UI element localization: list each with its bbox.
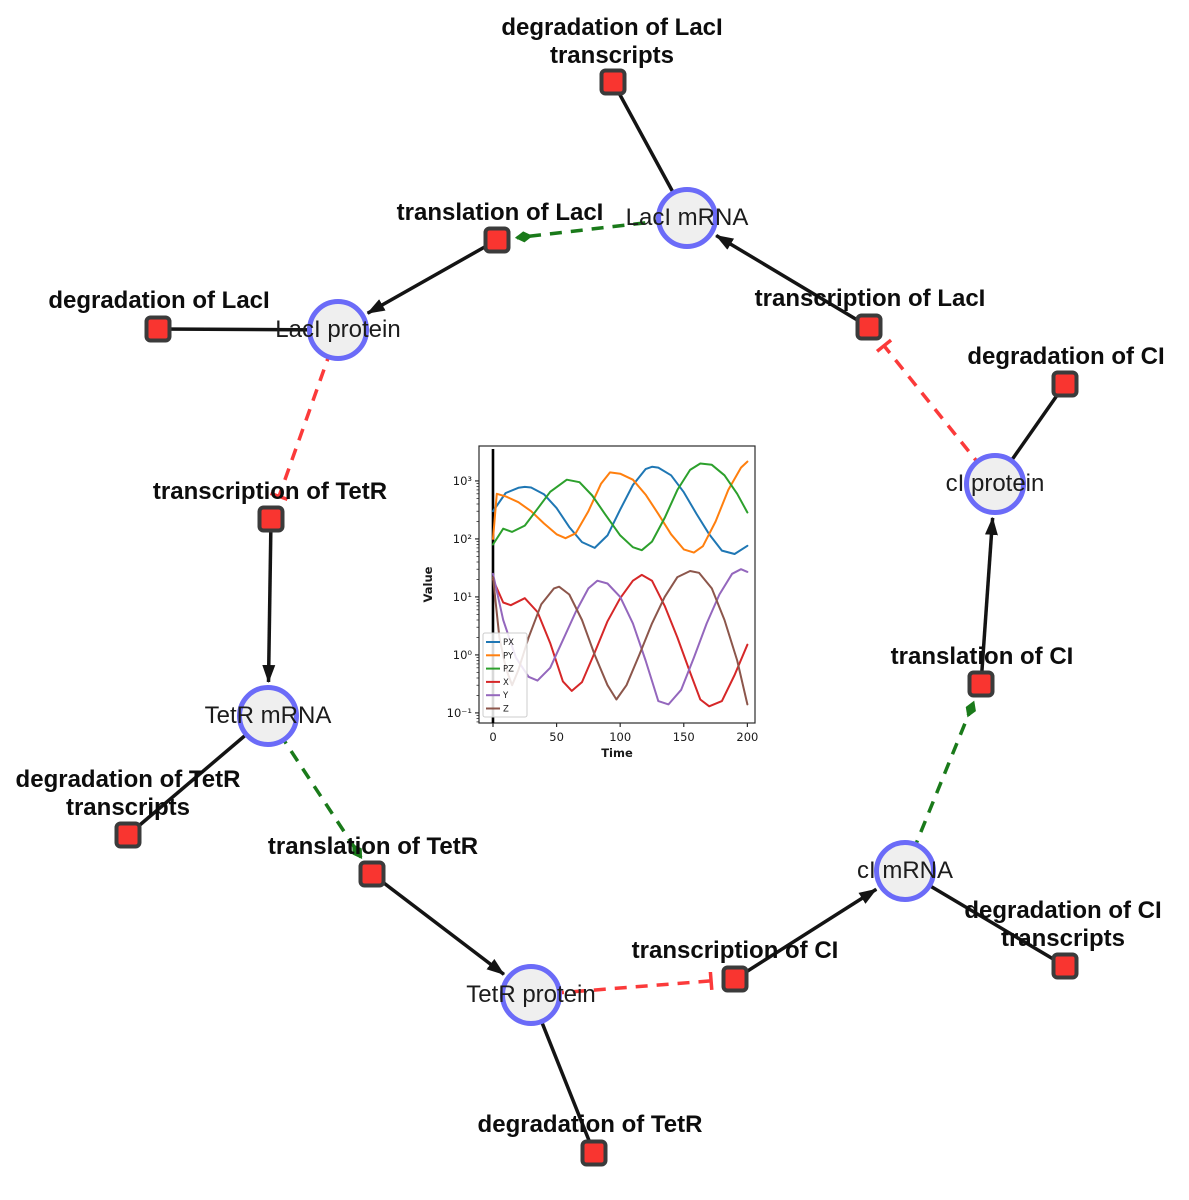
series-line-PZ [492,462,749,552]
species-node-tetr-mrna[interactable] [237,685,299,747]
species-node-ci-protein[interactable] [964,453,1026,515]
x-tick-label: 200 [736,730,758,744]
reaction-label-line: degradation of CI [967,343,1165,370]
edge-consumption-ci-mrna-to-deg-ci-tx [904,869,1066,968]
species-node-laci-mrna[interactable] [656,187,718,249]
edge-production-transc-laci-to-laci-mrna [715,233,870,329]
legend-label-PX: PX [503,638,514,648]
reaction-node-transc-tetr[interactable] [257,505,285,533]
edge-production-transc-ci-to-ci-mrna [734,887,878,981]
reaction-label-transc-laci: transcription of LacI [755,285,986,313]
reaction-node-deg-ci[interactable] [1051,370,1079,398]
y-axis-title: Value [421,566,435,602]
y-tick-label: 10⁻¹ [447,706,472,720]
y-tick-label: 10⁰ [453,648,473,662]
legend-label-PY: PY [503,651,514,661]
reaction-label-transl-tetr: translation of TetR [268,833,478,861]
reaction-label-transl-ci: translation of CI [891,643,1074,671]
edge-production-transc-tetr-to-tetr-mrna [262,518,276,684]
species-label-ci-mrna: cI mRNA [857,857,953,884]
edge-production-transl-laci-to-laci-protein [366,238,498,315]
reaction-label-deg-ci-tx: degradation of CI transcripts [964,897,1161,953]
reaction-label-line: degradation of LacI [48,287,270,314]
reaction-label-line: degradation of TetR [15,766,241,793]
reaction-label-deg-laci-tx: degradation of LacI transcripts [501,14,722,70]
species-node-tetr-protein[interactable] [500,964,562,1026]
reaction-label-line: translation of LacI [396,199,604,226]
y-tick-label: 10¹ [453,590,472,604]
species-node-ci-mrna[interactable] [874,840,936,902]
y-tick-label: 10³ [453,474,473,488]
reaction-label-deg-tetr-tx: degradation of TetR transcripts [16,766,241,822]
reaction-label-deg-laci: degradation of LacI [48,287,269,315]
series-line-PX [492,465,749,555]
reaction-node-deg-tetr-tx[interactable] [114,821,142,849]
reaction-node-deg-ci-tx[interactable] [1051,952,1079,980]
species-node-laci-protein[interactable] [307,299,369,361]
reaction-label-line: transcripts [549,42,675,69]
legend-label-Z: Z [503,705,509,715]
legend-label-X: X [503,678,509,688]
legend-label-PZ: PZ [503,665,514,675]
reaction-label-line: translation of CI [890,643,1074,670]
series-line-PY [492,460,749,554]
y-tick-label: 10² [453,532,472,546]
series-line-Z [492,570,749,706]
legend-label-Y: Y [502,691,509,701]
reaction-node-transc-laci[interactable] [855,313,883,341]
reaction-label-line: transcription of CI [631,937,839,964]
reaction-label-line: degradation of CI [964,897,1162,924]
reaction-node-transl-tetr[interactable] [358,860,386,888]
x-axis-title: Time [601,746,633,760]
reaction-node-deg-laci-tx[interactable] [599,68,627,96]
reaction-label-line: degradation of LacI [501,14,723,41]
x-tick-label: 100 [609,730,631,744]
reaction-label-transc-ci: transcription of CI [632,937,839,965]
reaction-label-line: transcripts [1000,925,1126,952]
reaction-label-line: transcription of LacI [754,285,986,312]
reaction-node-transc-ci[interactable] [721,965,749,993]
reaction-label-line: translation of TetR [267,833,479,860]
species-label-laci-mrna: LacI mRNA [625,204,749,231]
timecourse-chart: 10⁻¹ 10⁰ 10¹ 10² 10³ 0 50 100 150 200 Time Value PX P… [420,430,790,770]
x-tick-label: 0 [489,730,496,744]
reaction-label-transl-laci: translation of LacI [397,199,604,227]
edge-production-transl-ci-to-ci-protein [979,516,998,685]
reaction-node-deg-tetr[interactable] [580,1139,608,1167]
reaction-node-deg-laci[interactable] [144,315,172,343]
reaction-node-transl-ci[interactable] [967,670,995,698]
species-label-ci-protein: cI protein [945,470,1045,497]
series-line-Y [492,568,749,706]
species-label-tetr-mrna: TetR mRNA [204,702,332,729]
reaction-label-line: transcripts [65,794,191,821]
plot-spines [478,445,756,724]
species-label-laci-protein: LacI protein [275,316,401,343]
x-tick-label: 50 [549,730,564,744]
species-label-tetr-protein: TetR protein [466,981,596,1008]
series-line-X [492,573,749,708]
timecourse-chart-svg: 10⁻¹ 10⁰ 10¹ 10² 10³ 0 50 100 150 200 Time Value PX P… [421,445,758,760]
reaction-node-transl-laci[interactable] [483,226,511,254]
reaction-label-deg-ci: degradation of CI [967,343,1164,371]
reaction-label-deg-tetr: degradation of TetR [478,1111,703,1139]
reaction-label-transc-tetr: transcription of TetR [153,478,387,506]
reaction-label-line: degradation of TetR [477,1111,703,1138]
reaction-label-line: transcription of TetR [152,478,388,505]
edge-production-transl-tetr-to-tetr-protein [370,872,506,976]
x-tick-label: 150 [673,730,695,744]
